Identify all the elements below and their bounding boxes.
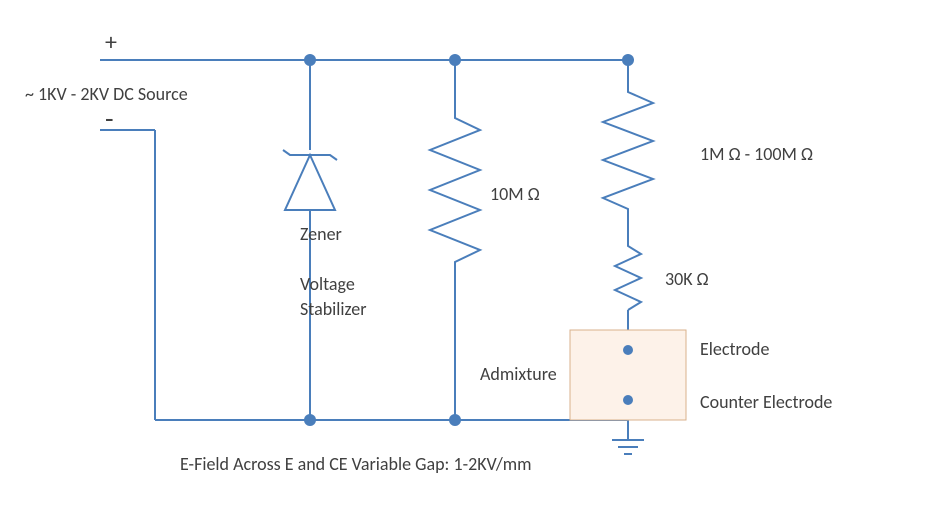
plus-label: + [105,28,117,57]
r1-label: 10M Ω [490,183,540,205]
admixture-label: Admixture [480,363,557,385]
zener-desc2: Stabilizer [300,298,367,320]
counter-electrode-label: Counter Electrode [700,391,832,413]
resistor-r1 [430,110,480,265]
resistor-r3 [615,240,641,310]
source-label: ~ 1KV - 2KV DC Source [25,83,188,105]
resistor-r2 [603,85,653,215]
electrode-label: Electrode [700,338,769,360]
caption: E-Field Across E and CE Variable Gap: 1-… [180,453,532,475]
zener-desc1: Voltage [300,273,355,295]
zener-name: Zener [300,223,342,245]
circuit-diagram: + - ~ 1KV - 2KV DC Source Zener Voltage … [0,0,945,532]
minus-label: - [105,101,114,136]
zener-diode [283,150,337,215]
admixture-cell [570,330,686,420]
r3-label: 30K Ω [665,268,709,290]
r2-label: 1M Ω - 100M Ω [700,143,813,165]
ground-symbol [612,440,644,454]
